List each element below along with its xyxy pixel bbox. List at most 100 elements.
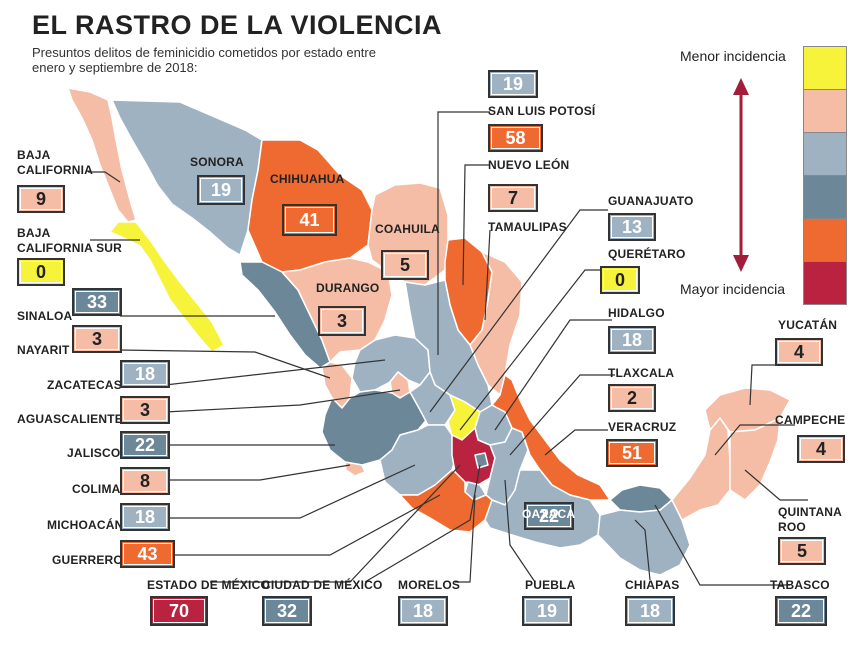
label-quintana-roo: QUINTANA ROO [778,505,842,534]
leader-nuevo-leon [462,164,490,286]
legend-swatch-lightgray [803,132,847,176]
label-michoacan: MICHOACÁN [47,518,124,532]
label-jalisco: JALISCO [67,446,121,460]
state-yucatan [704,387,791,433]
value-yucatan: 4 [775,338,823,366]
state-baja-california-sur [109,221,225,353]
value-veracruz: 51 [606,439,658,467]
label-aguascalientes: AGUASCALIENTES [17,412,132,426]
value-tamaulipas: 7 [488,184,538,212]
value-sonora: 19 [197,175,245,205]
state-sonora [111,99,263,256]
leader-guerrero [175,494,441,556]
leader-michoacan [165,464,416,519]
value-san-luis-potosi: 19 [488,70,538,98]
leader-chiapas [634,519,651,581]
label-yucatan: YUCATÁN [778,318,838,332]
label-sonora: SONORA [190,155,244,169]
state-jalisco [321,389,429,466]
state-ciudad-de-mexico [474,452,489,469]
label-guerrero: GUERRERO [52,553,123,567]
label-durango: DURANGO [316,281,380,295]
label-veracruz: VERACRUZ [608,420,677,434]
leader-veracruz [544,429,608,456]
label-queretaro: QUERÉTARO [608,247,686,261]
value-ciudad-de-mexico: 32 [262,596,312,626]
leader-hidalgo [494,319,612,431]
legend-top-label: Menor incidencia [680,48,786,64]
value-colima: 8 [120,467,170,495]
value-durango: 3 [318,306,366,336]
label-zacatecas: ZACATECAS [47,378,122,392]
label-chihuahua: CHIHUAHUA [270,172,345,186]
label-nayarit: NAYARIT [17,343,70,357]
value-chiapas: 18 [625,596,675,626]
leader-baja-california [88,171,121,183]
leader-colima [165,464,351,481]
label-sinaloa: SINALOA [17,309,73,323]
label-chiapas: CHIAPAS [625,578,680,592]
label-colima: COLIMA [72,482,121,496]
label-morelos: MORELOS [398,578,461,592]
label-baja-california-sur: BAJA CALIFORNIA SUR [17,226,123,255]
value-estado-de-mexico: 70 [150,596,208,626]
state-baja-california [67,87,137,223]
state-chiapas [597,499,691,576]
label-hidalgo: HIDALGO [608,306,665,320]
value-morelos: 18 [398,596,448,626]
value-tlaxcala: 2 [608,384,656,412]
value-aguascalientes: 3 [120,396,170,424]
legend-swatch-pink [803,89,847,133]
value-zacatecas: 18 [120,360,170,388]
value-coahuila: 5 [381,250,429,280]
state-guerrero [399,469,493,533]
value-baja-california: 9 [17,185,65,213]
leader-san-luis-potosi [437,111,490,355]
leader-zacatecas [164,359,386,386]
leader-estado-de-mexico [210,464,461,583]
leader-guanajuato [429,209,608,413]
leader-tabasco [654,504,790,586]
label-nuevo-leon: NUEVO LEÓN [488,158,570,172]
leader-morelos [455,494,476,583]
value-tabasco: 22 [775,596,827,626]
value-hidalgo: 18 [608,326,656,354]
label-oaxaca: OAXACA [522,507,576,521]
leader-aguascalientes [164,389,401,413]
label-baja-california: BAJA CALIFORNIA [17,148,93,177]
value-jalisco: 22 [120,431,170,459]
label-puebla: PUEBLA [525,578,576,592]
leader-campeche [714,424,795,456]
label-estado-de-mexico: ESTADO DE MÉXICO [147,578,270,592]
state-campeche [671,417,731,521]
leader-tamaulipas [484,229,491,321]
value-campeche: 4 [797,435,845,463]
value-nayarit: 3 [72,325,122,353]
value-guerrero: 43 [120,540,175,568]
legend-bottom-label: Mayor incidencia [680,281,786,297]
label-campeche: CAMPECHE [775,413,846,427]
label-tlaxcala: TLAXCALA [608,366,675,380]
map-subtitle: Presuntos delitos de feminicidio cometid… [32,45,376,75]
label-tabasco: TABASCO [770,578,830,592]
legend-arrow [733,78,749,272]
label-ciudad-de-mexico: CIUDAD DE MÉXICO [262,578,383,592]
value-chihuahua: 41 [282,204,337,236]
leader-ciudad-de-mexico [364,464,481,583]
value-quintana-roo: 5 [778,537,826,565]
value-queretaro: 0 [600,266,640,294]
legend-swatch-yellow [803,46,847,90]
label-tamaulipas: TAMAULIPAS [488,220,567,234]
state-veracruz [491,374,611,501]
leader-puebla [504,479,536,583]
state-quintana-roo [729,417,781,501]
value-puebla: 19 [522,596,572,626]
label-guanajuato: GUANAJUATO [608,194,694,208]
value-oaxaca: 22 [524,502,574,530]
leader-queretaro [459,269,605,431]
value-michoacan: 18 [120,503,170,531]
value-sinaloa: 33 [72,288,122,316]
leader-quintana-roo [744,469,808,501]
legend-swatch-orange [803,218,847,262]
legend-swatch-red [803,261,847,305]
